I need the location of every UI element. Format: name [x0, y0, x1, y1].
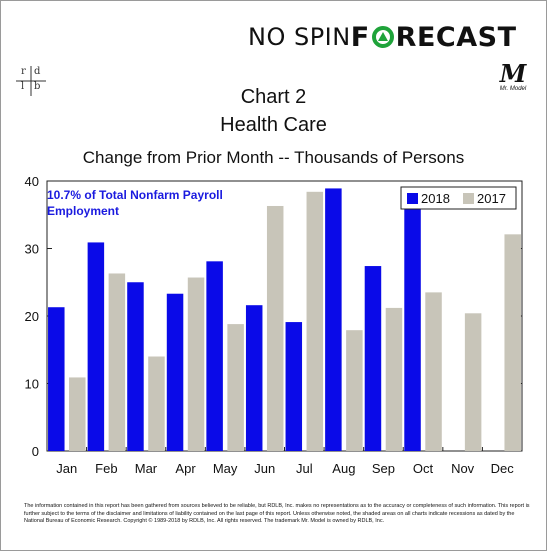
rdlb-logo: r d l b: [16, 66, 46, 96]
mr-model-mark: M: [499, 59, 527, 88]
x-tick-label: Jun: [254, 461, 275, 476]
y-tick-label: 40: [25, 174, 39, 189]
bar-2017-Jan: [69, 377, 86, 451]
chart-subtitle: Health Care: [220, 114, 327, 136]
bar-2017-Oct: [425, 292, 442, 451]
bar-2018-Apr: [166, 293, 184, 451]
x-tick-label: Feb: [95, 461, 117, 476]
bar-2018-May: [206, 261, 223, 451]
x-tick-label: Nov: [451, 461, 475, 476]
bar-2017-Jun: [266, 205, 284, 451]
rdlb-l: l: [21, 81, 25, 92]
x-tick-label: May: [213, 461, 238, 476]
x-tick-label: Mar: [135, 461, 158, 476]
y-tick-label: 0: [32, 444, 39, 459]
bar-2018-Jan: [48, 307, 65, 451]
bar-chart: 0 10 20 30 40 Jan Feb Mar Apr May Jun Jul Aug Sep Oct N…: [25, 174, 523, 476]
x-tick-label: Dec: [491, 461, 515, 476]
chart-title: Chart 2: [240, 86, 307, 108]
bar-2018-Sep: [364, 266, 382, 451]
legend-swatch: [407, 193, 418, 204]
bar-2017-Sep: [385, 307, 403, 451]
rdlb-b: b: [34, 81, 41, 92]
bar-2017-Dec: [504, 234, 521, 451]
footnote: The information contained in this report…: [24, 503, 530, 524]
forecast-o-icon: [371, 26, 394, 48]
bar-2018-Feb: [87, 242, 105, 451]
legend-label: 2017: [477, 191, 506, 206]
y-tick-label: 10: [25, 377, 39, 392]
brand-suffix: RECAST: [395, 21, 517, 53]
bar-2018-Jul: [285, 322, 303, 451]
chart-ylabel: Change from Prior Month -- Thousands of …: [82, 148, 465, 167]
x-tick-label: Jan: [56, 461, 77, 476]
mr-model-logo: M Mr. Model: [496, 62, 530, 98]
bar-2017-Apr: [187, 277, 205, 451]
bar-2017-Jul: [306, 191, 324, 452]
bar-2017-Aug: [346, 330, 363, 451]
chart-annotation: 10.7% of Total Nonfarm Payroll Employmen…: [47, 188, 223, 218]
brand-fo: F: [350, 21, 370, 53]
x-tick-label: Oct: [413, 461, 434, 476]
bar-2018-Oct: [404, 209, 421, 451]
rdlb-d: d: [34, 66, 41, 77]
x-tick-label: Aug: [332, 461, 355, 476]
brand-logo: NO SPIN F RECAST: [248, 20, 516, 54]
bar-2017-Mar: [148, 356, 165, 451]
bar-2018-Jun: [245, 305, 263, 451]
legend-box: [400, 186, 517, 210]
brand-prefix: NO SPIN: [248, 23, 351, 51]
y-tick-label: 20: [25, 309, 39, 324]
bar-2018-Mar: [127, 282, 144, 451]
x-tick-label: Apr: [175, 461, 196, 476]
y-tick-label: 30: [25, 242, 39, 257]
x-tick-label: Jul: [296, 461, 313, 476]
mr-model-text: Mr. Model: [499, 86, 527, 92]
legend-label: 2018: [421, 191, 450, 206]
rdlb-r: r: [21, 66, 26, 77]
bar-2017-Nov: [464, 313, 482, 451]
legend-swatch: [463, 193, 474, 204]
bar-2017-Feb: [108, 273, 126, 451]
x-tick-label: Sep: [372, 461, 395, 476]
bar-2018-Aug: [325, 188, 342, 452]
bar-2017-May: [227, 324, 244, 451]
